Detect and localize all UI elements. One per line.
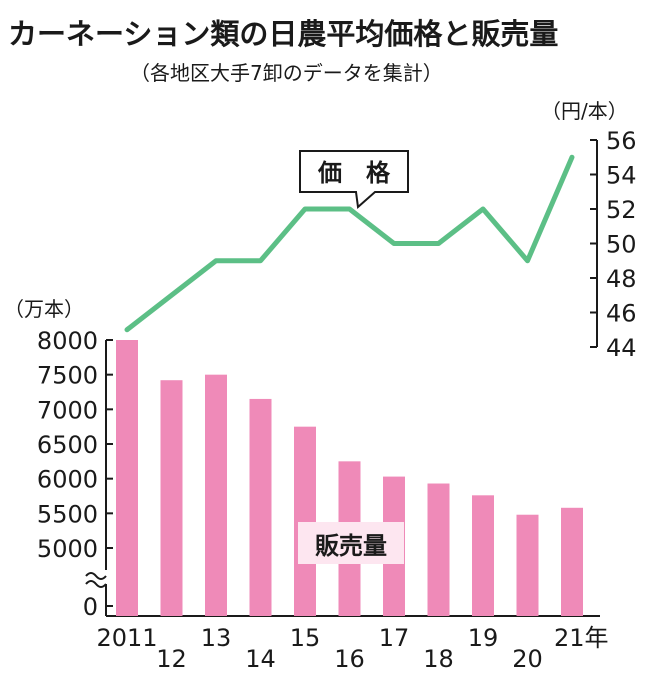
price-tick-label: 54: [606, 162, 637, 190]
x-tick-label: 16: [334, 645, 365, 673]
sales-bar: [160, 380, 183, 616]
price-tick-label: 56: [606, 127, 637, 155]
sales-bar: [472, 495, 494, 616]
sales-tick-label: 0: [83, 593, 98, 621]
price-tick-label: 52: [606, 196, 637, 224]
sales-bar: [249, 398, 272, 616]
sales-tick-label: 5000: [37, 535, 98, 563]
sales-tick-label: 7500: [37, 362, 98, 390]
sales-bar: [516, 514, 539, 616]
sales-bar: [205, 374, 227, 616]
price-tick-label: 46: [606, 300, 637, 328]
sales-tick-label: 6000: [37, 466, 98, 494]
x-tick-label: 2011: [96, 624, 157, 652]
price-line: [124, 154, 575, 333]
sales-bar: [116, 340, 138, 616]
x-tick-label: 15: [290, 624, 321, 652]
x-tick-label: 17: [379, 624, 410, 652]
price-line-series: [124, 154, 575, 333]
sales-tick-label: 5500: [37, 500, 98, 528]
price-tick-label: 44: [606, 334, 637, 362]
sales-tick-label: 6500: [37, 431, 98, 459]
price-callout: 価 格: [299, 150, 409, 209]
sales-tick-label: 7000: [37, 396, 98, 424]
sales-bar: [561, 507, 583, 616]
x-tick-label: 20: [512, 645, 543, 673]
price-axis: 44 46 48 50 52 54 56: [590, 127, 637, 362]
price-unit-label: （円/本）: [541, 99, 628, 123]
price-callout-label: 価 格: [317, 159, 391, 187]
sales-series-label: 販売量: [315, 532, 387, 560]
sales-axis: 0 5000 5500 6000 6500 7000 7500 8000: [37, 327, 600, 621]
chart-subtitle: （各地区大手7卸のデータを集計）: [130, 61, 443, 85]
sales-bar: [294, 426, 316, 616]
sales-bars: [116, 340, 583, 616]
x-tick-label: 14: [245, 645, 276, 673]
chart-title: カーネーション類の日農平均価格と販売量: [8, 17, 558, 51]
x-tick-label: 18: [423, 645, 454, 673]
x-tick-label: 21年: [554, 624, 609, 652]
price-tick-label: 50: [606, 231, 637, 259]
x-tick-label: 13: [201, 624, 232, 652]
sales-tick-label: 8000: [37, 327, 98, 355]
price-callout-box: [299, 150, 409, 209]
x-tick-label: 12: [156, 645, 187, 673]
price-tick-label: 48: [606, 265, 637, 293]
x-tick-label: 19: [468, 624, 499, 652]
axis-break-mark: [85, 572, 107, 588]
sales-series-label-bg: [298, 522, 404, 564]
sales-bar: [427, 483, 450, 616]
sales-unit-label: （万本）: [4, 297, 84, 321]
